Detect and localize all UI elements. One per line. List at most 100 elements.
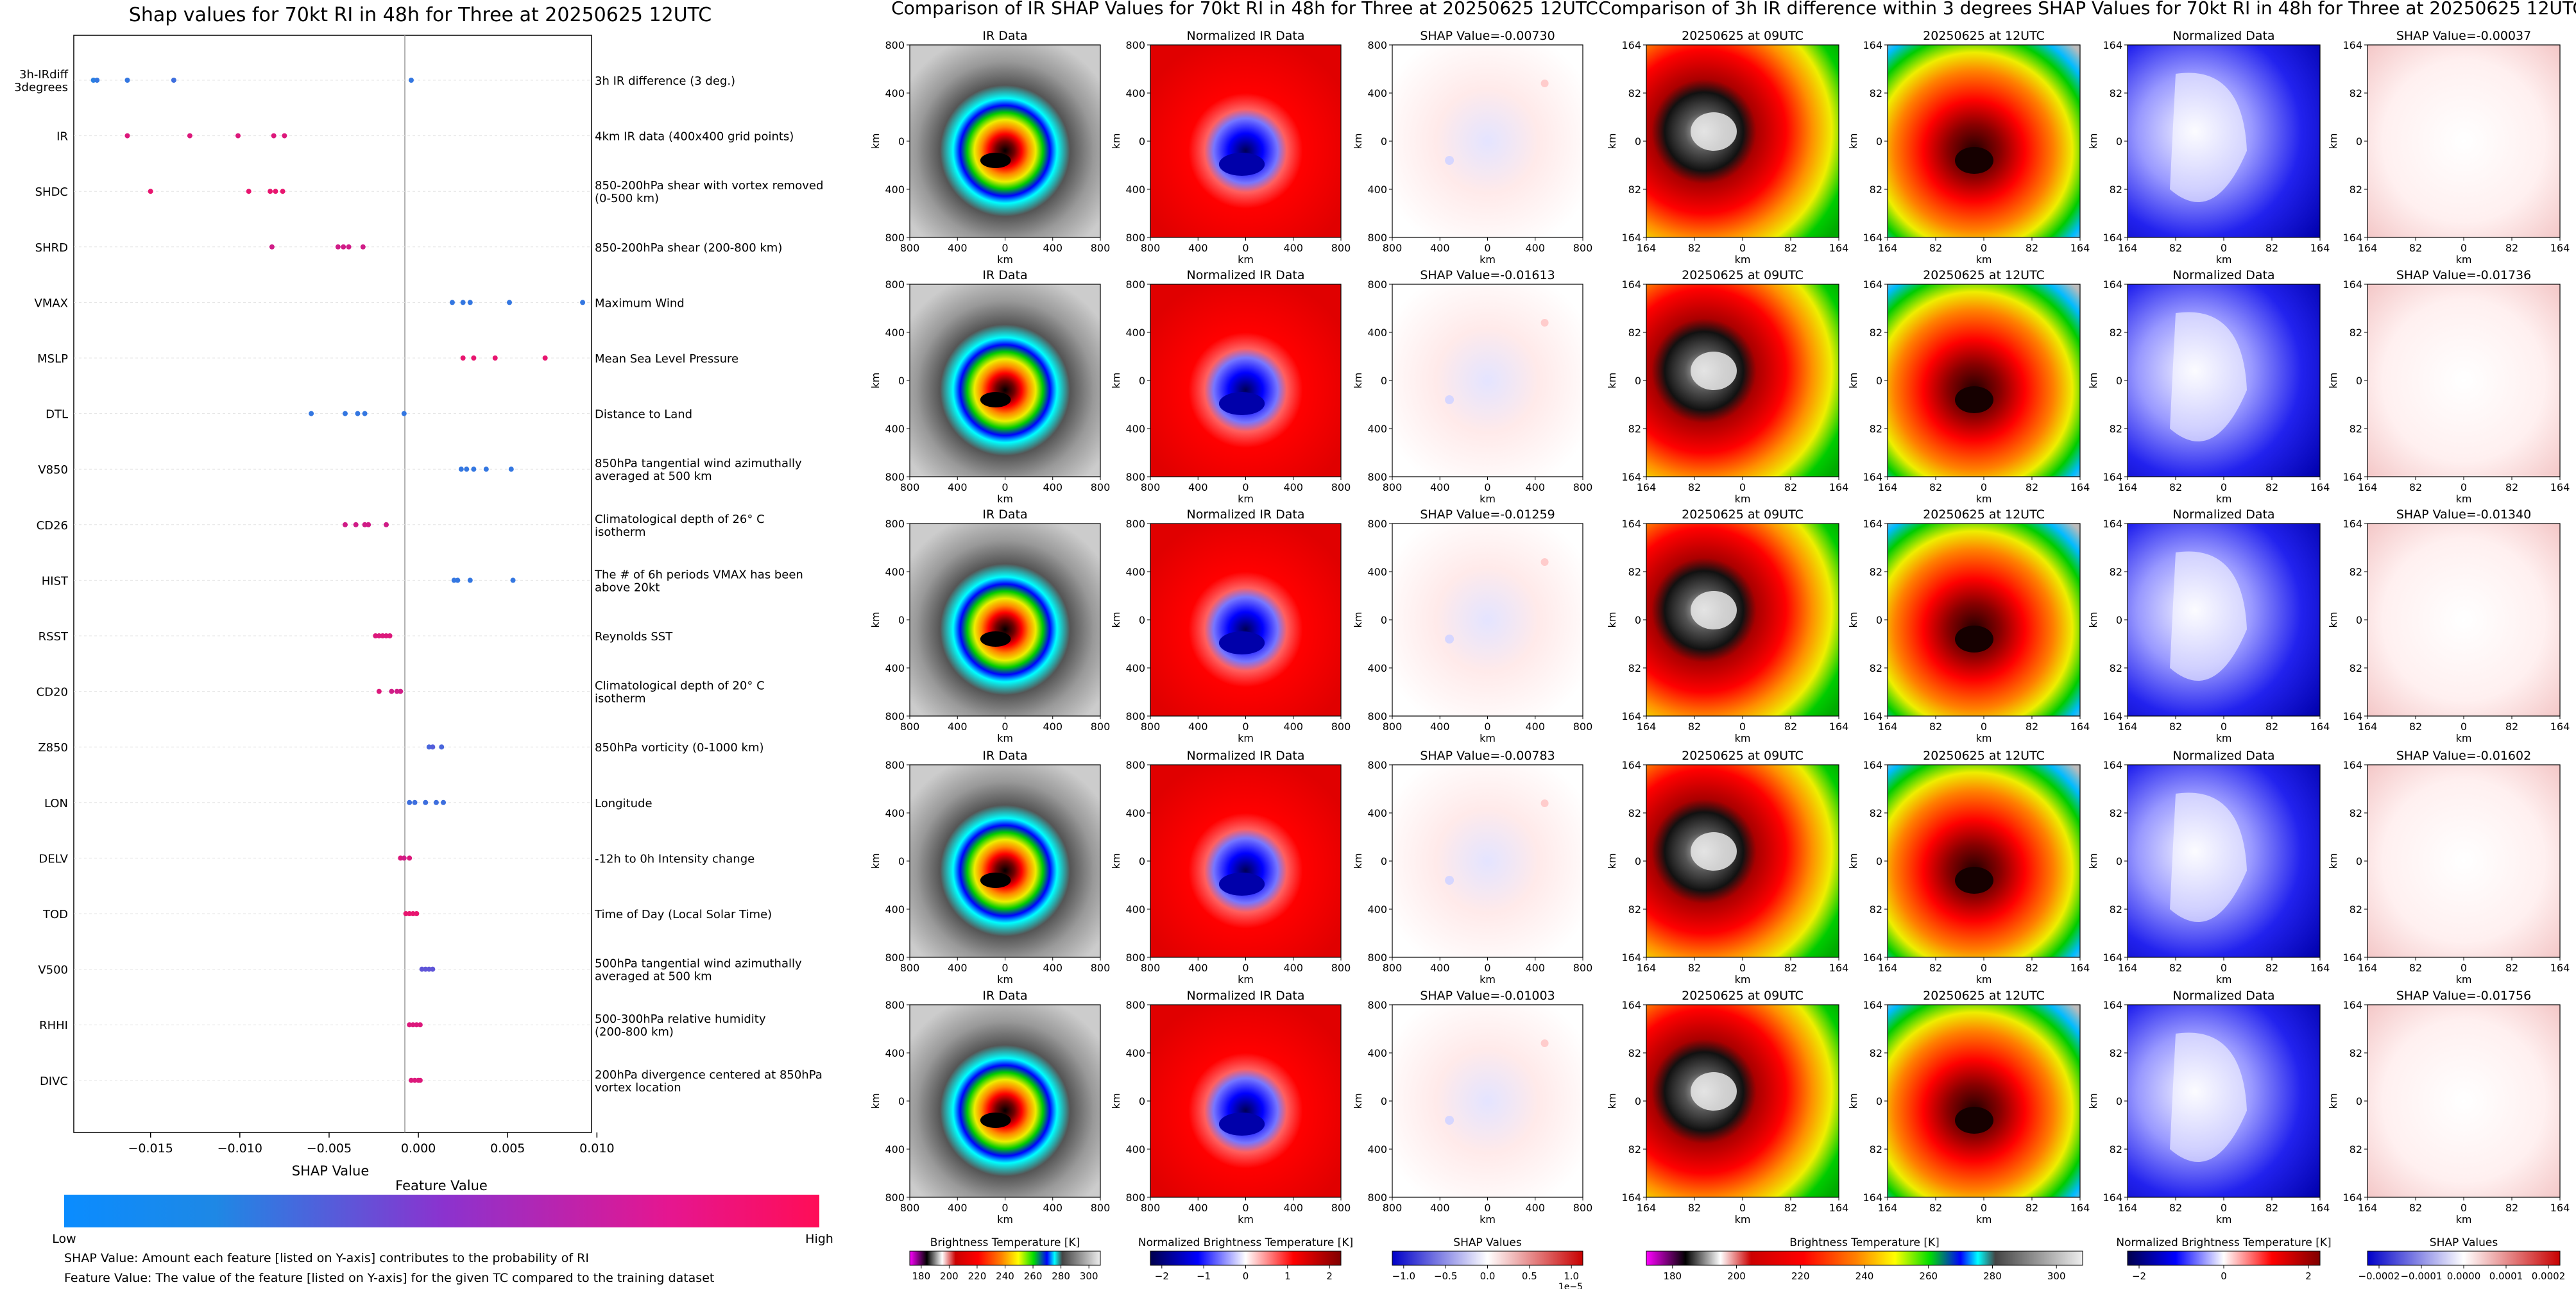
y-axis-label: km [2087, 1093, 2099, 1109]
x-axis-label: km [1976, 1213, 1992, 1225]
shap-point [124, 133, 130, 139]
x-axis-label: km [1238, 973, 1254, 986]
x-tick-label: 164 [2550, 1202, 2570, 1214]
y-tick-label: 0 [1139, 614, 1145, 626]
colorbar-tick-label: 0 [2221, 1270, 2227, 1282]
heatmap-fill [1646, 45, 1839, 237]
feature-desc-label: (0-500 km) [595, 192, 659, 205]
heatmap-image [2127, 523, 2321, 717]
subplot-title: IR Data [982, 508, 1027, 522]
y-axis-label: km [2087, 373, 2099, 389]
y-tick-label: 400 [1125, 566, 1145, 578]
y-axis-label: km [1847, 373, 1859, 389]
x-axis-label: km [2216, 1213, 2232, 1225]
y-tick-label: 82 [1870, 1143, 1882, 1156]
x-tick-label: 164 [1637, 242, 1657, 254]
y-axis-label: km [1847, 133, 1859, 149]
y-tick-label: 82 [1628, 327, 1641, 339]
y-tick-label: 164 [2103, 278, 2122, 291]
feature-row: HIST The # of 6h periods VMAX has beenabo… [42, 568, 803, 594]
note-shap-value: SHAP Value: Amount each feature [listed … [64, 1251, 589, 1265]
x-axis-label: km [1480, 973, 1496, 986]
shap-point [483, 466, 489, 472]
heatmap-image [1150, 284, 1342, 477]
shap-point [508, 466, 514, 472]
heatmap-image [1150, 1004, 1342, 1198]
y-axis-label: km [1847, 1093, 1859, 1109]
y-tick-label: 800 [1367, 1191, 1387, 1204]
storm-core [1955, 386, 1993, 413]
y-tick-label: 400 [1125, 662, 1145, 674]
y-tick-label: 400 [1125, 423, 1145, 435]
heatmap-fill [1392, 1005, 1583, 1197]
y-tick-label: 800 [1125, 278, 1145, 291]
y-tick-label: 0 [2116, 135, 2122, 148]
heatmap-fill [1646, 524, 1839, 716]
feature-row: DIVC 200hPa divergence centered at 850hPa… [40, 1068, 823, 1095]
x-tick-label: 0 [1981, 962, 1987, 974]
x-tick-label: 400 [948, 1202, 968, 1214]
shap-blob [1445, 876, 1454, 885]
x-tick-label: 800 [1091, 962, 1111, 974]
x-axis-label: km [1735, 732, 1751, 744]
heatmap-image [909, 284, 1101, 477]
y-tick-label: 800 [1125, 999, 1145, 1011]
y-tick-label: 0 [898, 375, 905, 387]
subplot-title: Normalized IR Data [1187, 29, 1305, 43]
x-tick-label: 0 [1242, 242, 1249, 254]
feature-row: VMAX Maximum Wind [35, 296, 685, 310]
feature-name-label: Z850 [38, 741, 68, 755]
colorbar-tick-label: 300 [1080, 1270, 1098, 1282]
y-tick-label: 400 [1367, 1047, 1387, 1059]
x-axis-label: km [1480, 253, 1496, 266]
heatmap-fill [1646, 1005, 1839, 1197]
x-tick-label: 82 [2169, 481, 2182, 493]
cold-cloud-core [1691, 1072, 1737, 1111]
x-tick-label: 800 [1141, 1202, 1161, 1214]
shap-point [335, 244, 341, 250]
y-tick-label: 400 [885, 327, 905, 339]
y-tick-label: 800 [885, 759, 905, 771]
y-tick-label: 800 [885, 232, 905, 244]
x-tick-label: 164 [2118, 1202, 2138, 1214]
x-axis-label: km [1735, 1213, 1751, 1225]
y-tick-label: 164 [1621, 999, 1641, 1011]
heatmap-image [1150, 764, 1342, 958]
feature-desc-label: 500hPa tangential wind azimuthally [595, 957, 802, 971]
x-tick-label: 82 [2169, 242, 2182, 254]
subplot-title: SHAP Value=-0.00783 [1420, 749, 1555, 763]
diff-panel-title: Comparison of 3h IR difference within 3 … [1598, 0, 2576, 19]
y-tick-label: 400 [885, 87, 905, 99]
y-tick-label: 0 [2356, 375, 2362, 387]
heatmap-fill [1150, 765, 1341, 957]
y-axis-label: km [1847, 612, 1859, 628]
y-tick-label: 164 [1863, 278, 1882, 291]
y-tick-label: 0 [1139, 855, 1145, 867]
y-axis-label: km [1606, 612, 1618, 628]
colorbar-tick-label: 2 [1326, 1270, 1333, 1282]
subplot-title: 20250625 at 09UTC [1682, 29, 1804, 43]
subplot-title: SHAP Value=-0.01613 [1420, 268, 1555, 282]
colorbar-tick-label: 0.0000 [2447, 1270, 2481, 1282]
y-tick-label: 0 [2356, 1095, 2362, 1107]
y-tick-label: 400 [1367, 184, 1387, 196]
x-tick-label: 164 [2070, 962, 2090, 974]
shap-point [366, 522, 371, 527]
x-axis-ticks: −0.015 −0.010 −0.005 0.000 0.005 0.010 [128, 1132, 615, 1156]
y-axis-label: km [1352, 1093, 1364, 1109]
x-tick-label: 400 [1188, 1202, 1208, 1214]
x-tick-label: 0 [1981, 1202, 1987, 1214]
storm-eye-core [980, 873, 1011, 888]
shap-point [430, 966, 436, 972]
feature-name-label: HIST [42, 574, 69, 588]
shap-point [280, 189, 286, 194]
x-tick-label: 0 [1002, 481, 1008, 493]
y-tick-label: 400 [1125, 807, 1145, 819]
y-tick-label: 164 [2103, 1191, 2122, 1204]
x-tick-label: 800 [900, 242, 920, 254]
x-axis-label: km [1976, 732, 1992, 744]
